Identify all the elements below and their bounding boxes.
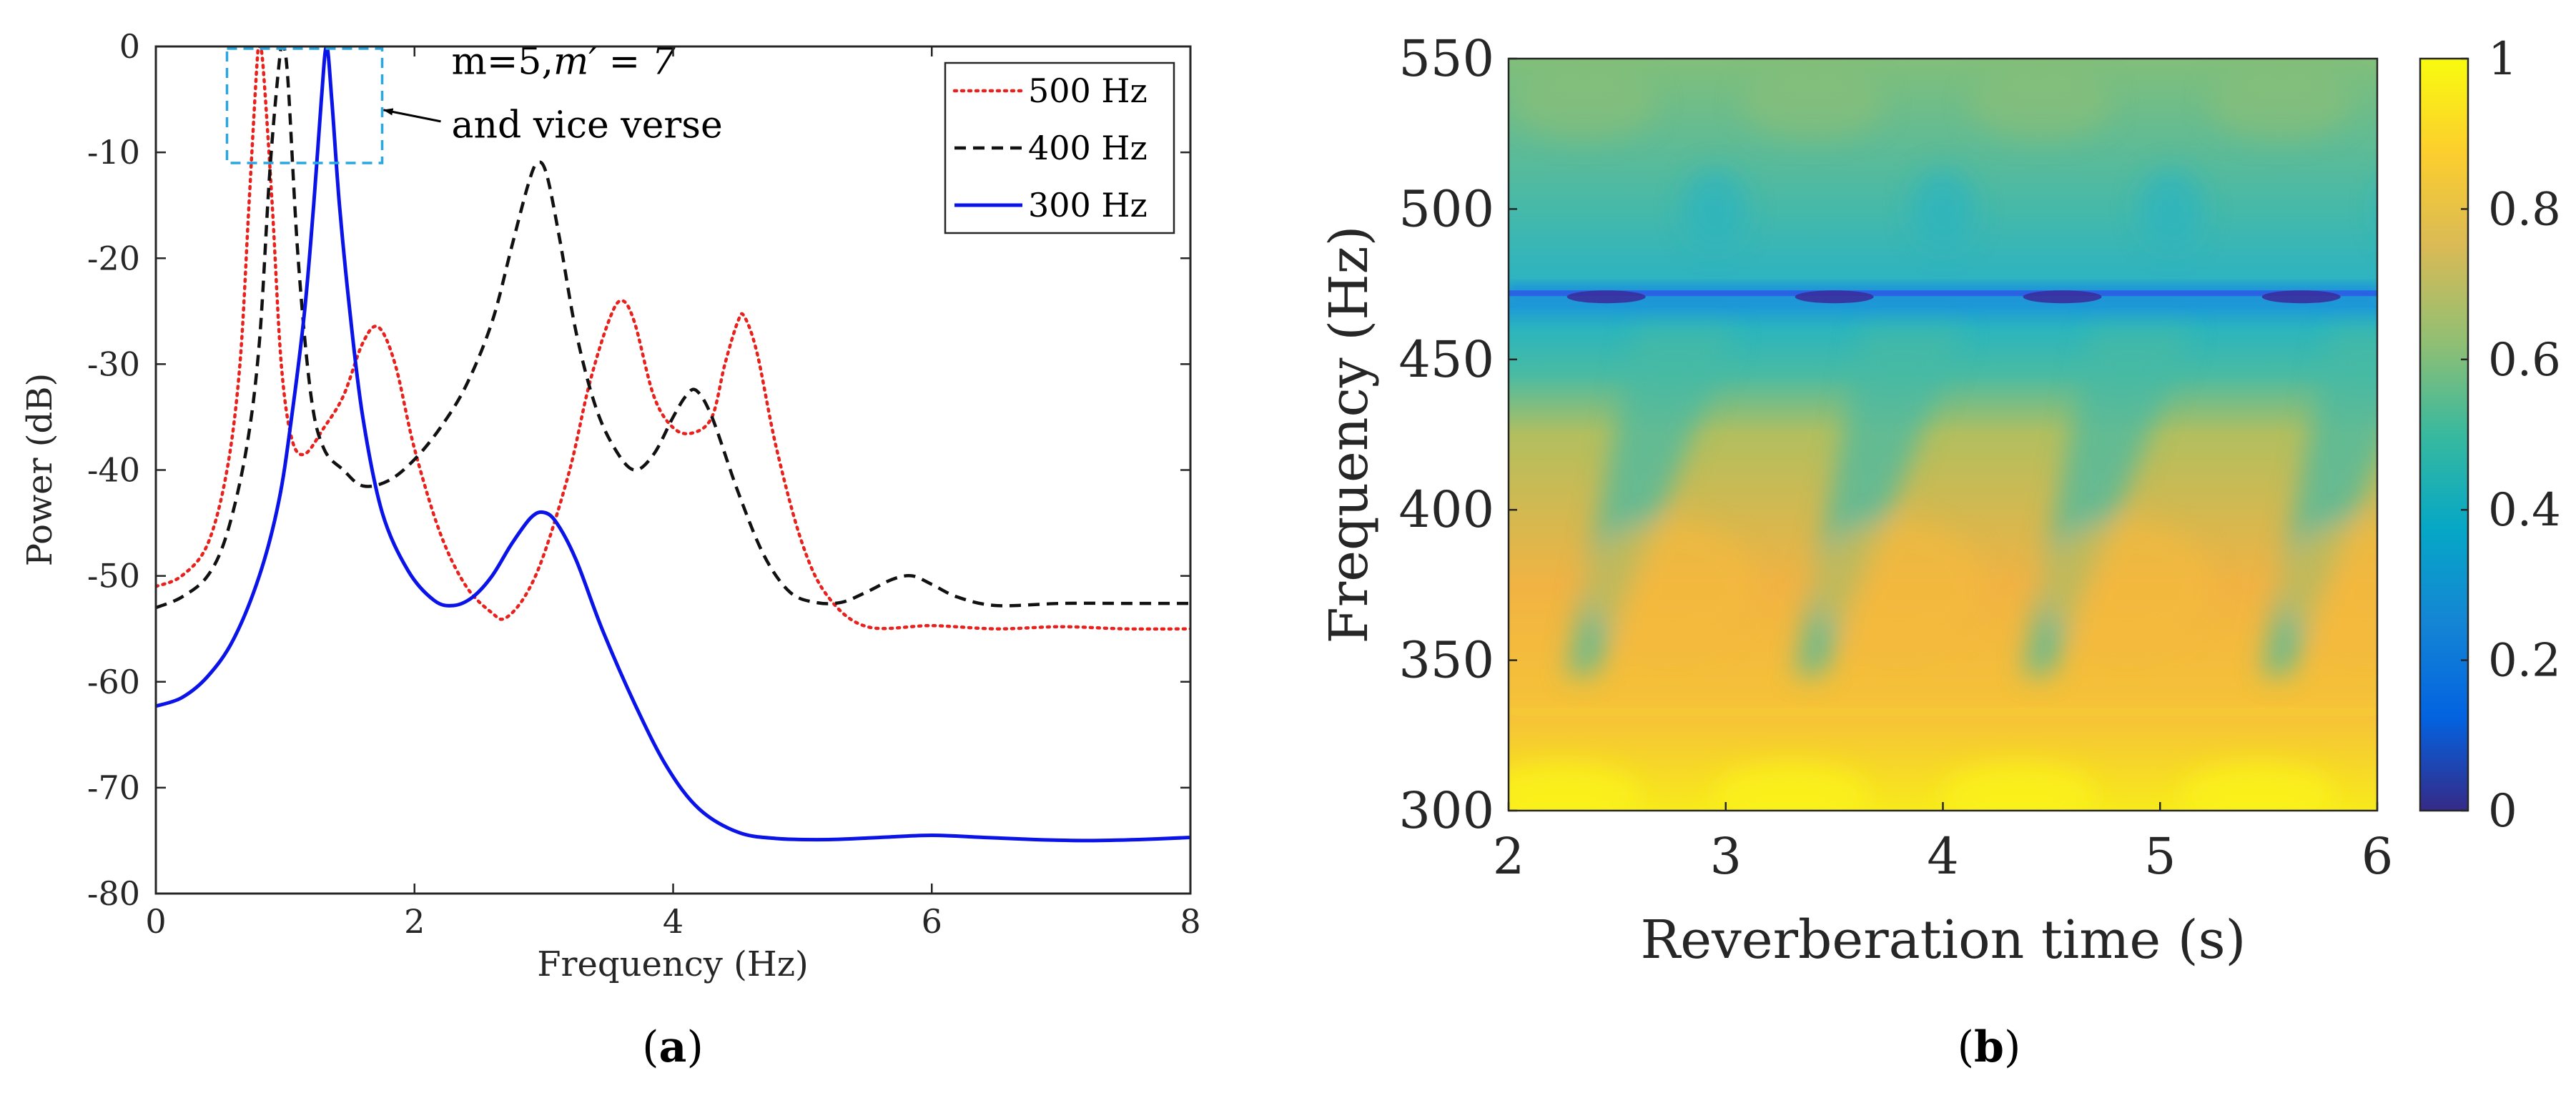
series-line-400hz [156, 46, 1190, 610]
heatmap-image [1509, 59, 2377, 811]
faint-horizontal-line [1509, 708, 2377, 714]
x-tick-label-a: 6 [922, 902, 942, 941]
y-tick-label-a: -60 [87, 663, 140, 701]
orange-wedge [2041, 520, 2214, 650]
colorbar-tick-label: 0.8 [2488, 183, 2561, 236]
dark-spot [1795, 290, 1874, 304]
colorbar [2419, 57, 2469, 812]
orange-wedge [1813, 520, 1985, 650]
annotation-arrow [383, 108, 441, 123]
cyan-bump [1910, 169, 1975, 249]
series-line-500hz [156, 46, 1190, 631]
green-stripe [1741, 68, 1885, 140]
annotation-line-2: and vice verse [452, 104, 723, 147]
dark-spot [2261, 290, 2341, 304]
x-tick-label-b: 5 [2144, 827, 2176, 886]
dark-spot [2023, 290, 2102, 304]
legend-a: 500 Hz 400 Hz 300 Hz [944, 61, 1175, 234]
orange-wedge [2280, 520, 2377, 650]
dark-band [1509, 290, 2377, 297]
y-tick-label-a: -30 [87, 345, 140, 383]
series-line-300hz [156, 46, 1190, 843]
cyan-bump [1682, 169, 1747, 249]
y-tick-label-b: 300 [1398, 781, 1494, 840]
panel-caption-a: (a) [642, 1022, 704, 1072]
heatmap-features [1509, 68, 2377, 811]
y-tick-label-a: -80 [87, 874, 140, 913]
y-tick-label-b: 400 [1398, 480, 1494, 539]
y-tick-label-a: -70 [87, 768, 140, 807]
y-tick-label-a: -50 [87, 557, 140, 595]
x-tick-label-b: 3 [1709, 827, 1742, 886]
legend-label-500hz: 500 Hz [1028, 71, 1148, 110]
legend-label-300hz: 300 Hz [1028, 186, 1148, 224]
annotation-box [225, 47, 384, 164]
heatmap-panel-b: 2 3 4 5 6 300 350 400 450 500 550 Reverberation ti… [1318, 29, 2561, 1072]
x-tick-label-a: 4 [663, 902, 684, 941]
green-stripe [2208, 68, 2352, 140]
y-tick-label-b: 350 [1398, 631, 1494, 690]
series-group-a [156, 46, 1190, 843]
orange-wedge [1585, 520, 1757, 650]
y-tick-label-a: 0 [119, 27, 140, 66]
ticks-b: 2 3 4 5 6 300 350 400 450 500 550 [1398, 29, 2393, 886]
colorbar-tick-label: 0.6 [2488, 334, 2561, 387]
colorbar-tick-label: 0.2 [2488, 635, 2561, 688]
y-tick-label-a: -10 [87, 133, 140, 172]
x-tick-label-a: 0 [145, 902, 166, 941]
y-tick-label-a: -20 [87, 239, 140, 277]
colorbar-ticks: 0 0.2 0.4 0.6 0.8 1 [2461, 33, 2561, 838]
colorbar-tick-label: 1 [2488, 33, 2517, 86]
y-tick-label-b: 500 [1398, 179, 1494, 238]
green-stripe [1969, 68, 2113, 140]
x-tick-label-b: 4 [1927, 827, 1959, 886]
green-stripe [1513, 68, 1657, 140]
bright-patch [1712, 763, 1870, 811]
annotation-line-1: m=5,m′ = 7 [452, 41, 676, 84]
legend-label-400hz: 400 Hz [1028, 129, 1148, 167]
y-tick-label-b: 550 [1398, 29, 1494, 88]
panel-caption-b: (b) [1958, 1022, 2021, 1072]
x-axis-label-b: Reverberation time (s) [1641, 909, 2246, 971]
bright-patch [1509, 763, 1642, 811]
cyan-bump [2138, 169, 2204, 249]
heatmap-texture [1509, 68, 2377, 811]
x-axis-label-a: Frequency (Hz) [537, 944, 808, 984]
y-axis-label-a: Power (dB) [20, 373, 60, 566]
x-tick-label-b: 2 [1493, 827, 1525, 886]
x-tick-label-a: 2 [404, 902, 425, 941]
x-tick-label-a: 8 [1180, 902, 1200, 941]
colorbar-tick-label: 0.4 [2488, 484, 2561, 537]
bright-patch [2178, 763, 2336, 811]
y-tick-label-b: 450 [1398, 330, 1494, 389]
y-axis-label-b: Frequency (Hz) [1318, 225, 1380, 643]
ticks-a: 0 2 4 6 8 0 -10 -20 -30 -40 -50 -60 -70 -80 [87, 27, 1201, 941]
y-tick-label-a: -40 [87, 451, 140, 490]
line-chart-panel-a: m=5,m′ = 7 and vice verse 0 2 4 6 8 0 -10 -20 -3… [20, 27, 1201, 1072]
x-tick-label-b: 6 [2362, 827, 2394, 886]
colorbar-tick-label: 0 [2488, 785, 2517, 838]
bright-patch [1940, 763, 2098, 811]
dark-spot [1566, 290, 1646, 304]
